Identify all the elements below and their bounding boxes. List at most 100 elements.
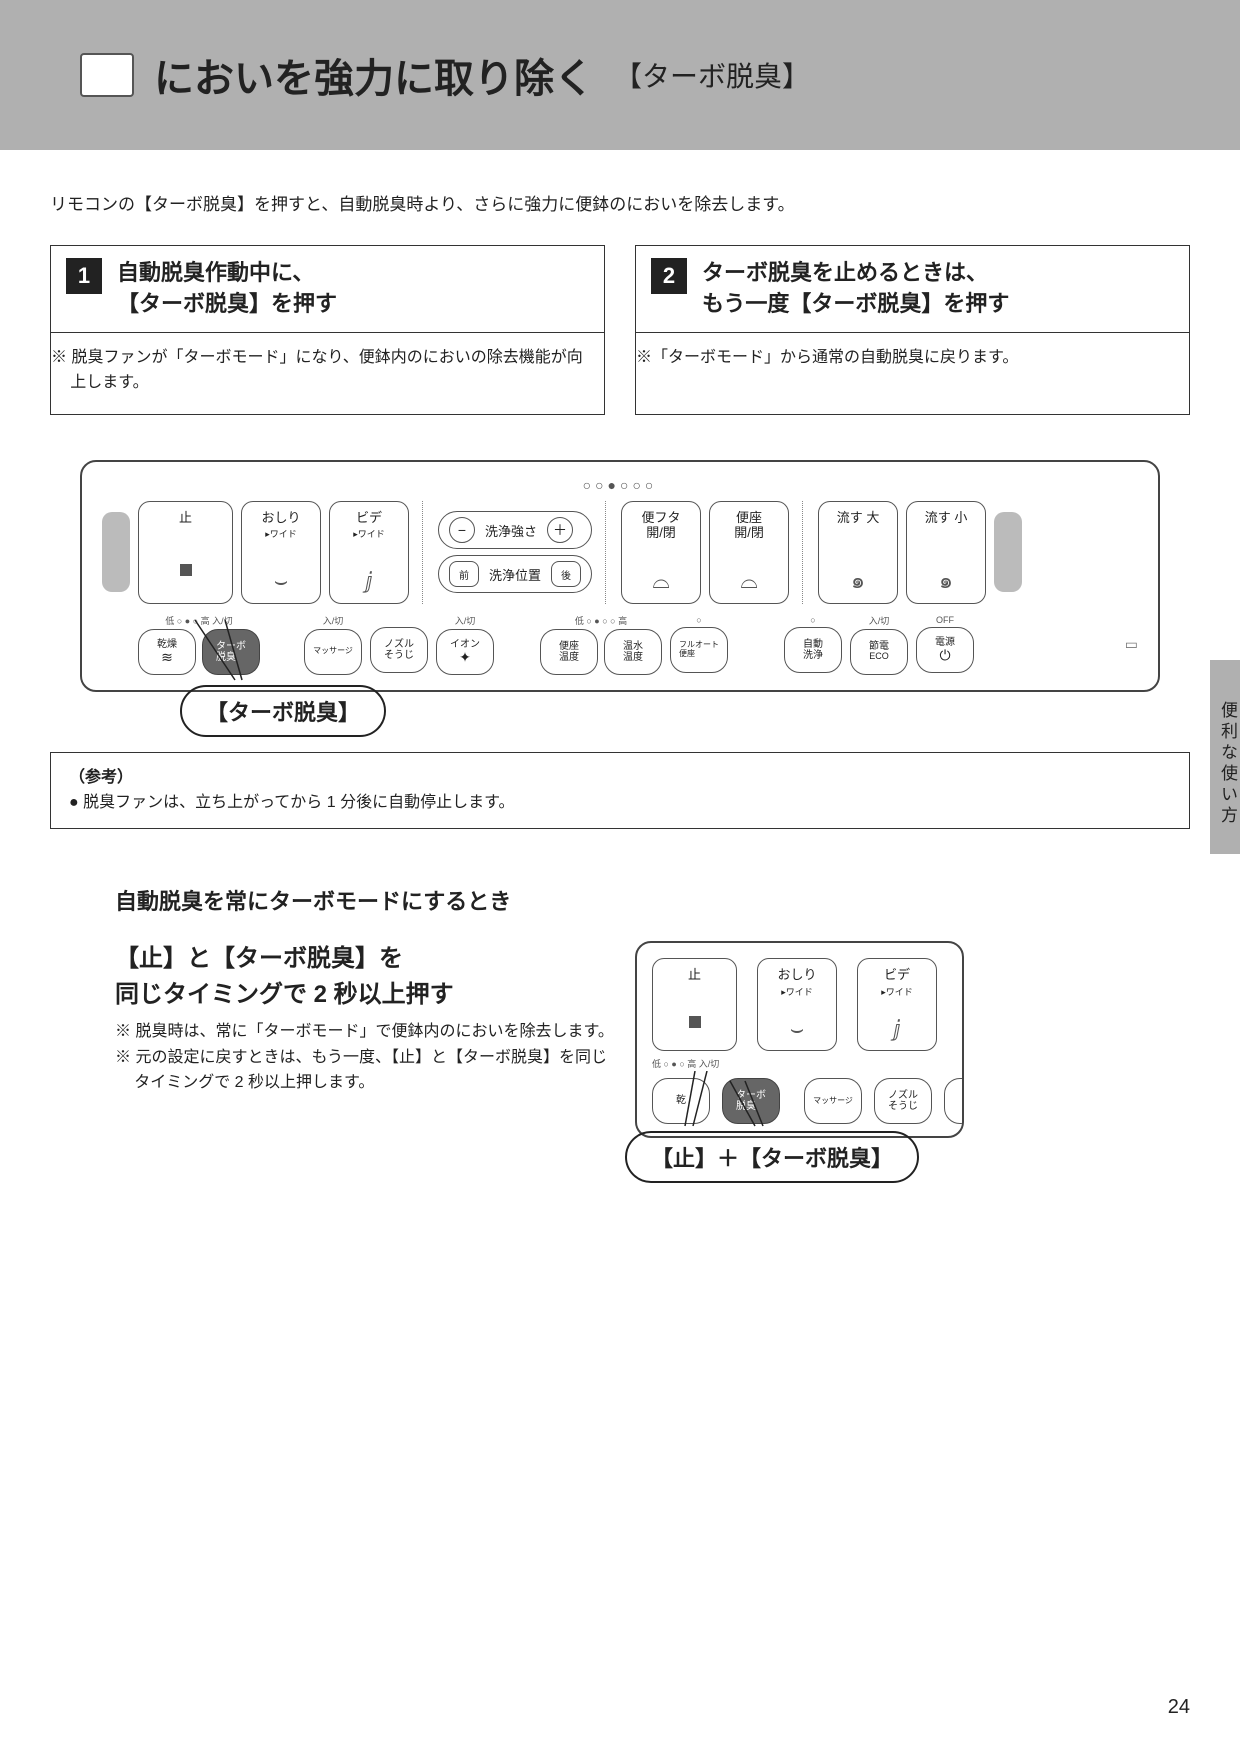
sub-label-circle: ○: [696, 615, 701, 625]
small-bidet-button[interactable]: ビデ ▸ワイド ⅉ: [857, 958, 937, 1051]
sub-section-heading: 自動脱臭を常にターボモードにするとき: [115, 884, 1190, 916]
oshiri-button[interactable]: おしり ▸ワイド ⌣: [241, 501, 321, 604]
flush-small-label: 流す 小: [925, 510, 968, 526]
ion-label: イオン: [450, 639, 480, 650]
ion-button[interactable]: イオン ✦: [436, 629, 494, 675]
eco-button[interactable]: 節電 ECO: [850, 629, 908, 675]
remote-wrapper: ○○●○○○ 止 おしり ▸ワイド ⌣ ビデ: [50, 460, 1190, 692]
remote-side-right[interactable]: [994, 512, 1022, 592]
turbo-label: ターボ 脱臭: [216, 641, 246, 663]
small-stop-button[interactable]: 止: [652, 958, 737, 1051]
step-header: 1 自動脱臭作動中に、 【ターボ脱臭】を押す: [51, 246, 604, 333]
small-ion-button[interactable]: イ: [944, 1078, 964, 1124]
seat-temp-button[interactable]: 便座 温度: [540, 629, 598, 675]
seat-button[interactable]: 便座 開/閉 ⌓: [709, 501, 789, 604]
sub-label-onoff2: 入/切: [455, 614, 476, 627]
divider: [422, 501, 425, 604]
remote-control: ○○●○○○ 止 おしり ▸ワイド ⌣ ビデ: [80, 460, 1160, 692]
step-title-1: 自動脱臭作動中に、 【ターボ脱臭】を押す: [117, 258, 337, 320]
step-header: 2 ターボ脱臭を止めるときは、 もう一度【ターボ脱臭】を押す: [636, 246, 1189, 333]
massage-button[interactable]: マッサージ: [304, 629, 362, 675]
swirl-small-icon: ๑: [939, 568, 953, 594]
small-turbo-button[interactable]: ターボ 脱臭: [722, 1078, 780, 1124]
nozzle-label: ノズル そうじ: [384, 639, 414, 661]
step-title-2: ターボ脱臭を止めるときは、 もう一度【ターボ脱臭】を押す: [702, 258, 1009, 320]
sub-instruction-title: 【止】と【ターボ脱臭】を 同じタイミングで 2 秒以上押す: [115, 941, 615, 1013]
intro-text: リモコンの【ターボ脱臭】を押すと、自動脱臭時より、さらに強力に便鉢のにおいを除去…: [50, 190, 1190, 215]
sub-label-circle2: ○: [810, 615, 815, 625]
wash-icon: ⌣: [790, 1016, 804, 1042]
water-temp-label: 温水 温度: [623, 641, 643, 663]
callout-stop-turbo: 【止】＋【ターボ脱臭】: [625, 1131, 919, 1183]
small-remote-row2: 乾 ターボ 脱臭 マッサージ ノズル そうじ イ: [652, 1078, 952, 1124]
strength-plus[interactable]: ＋: [547, 517, 573, 543]
divider: [605, 501, 608, 604]
nozzle-clean-button[interactable]: ノズル そうじ: [370, 627, 428, 673]
page-content: リモコンの【ターボ脱臭】を押すと、自動脱臭時より、さらに強力に便鉢のにおいを除去…: [0, 150, 1240, 1138]
ion-icon: ✦: [459, 650, 471, 665]
sub-label-lowhigh: 低 ○ ● ○ 高 入/切: [165, 614, 232, 627]
position-back[interactable]: 後: [551, 561, 581, 587]
small-bidet-sub: ▸ワイド: [881, 987, 913, 997]
divider: [802, 501, 805, 604]
water-temp-button[interactable]: 温水 温度: [604, 629, 662, 675]
lid-button[interactable]: 便フタ 開/閉 ⌓: [621, 501, 701, 604]
small-oshiri-button[interactable]: おしり ▸ワイド ⌣: [757, 958, 837, 1051]
bidet-label: ビデ: [356, 510, 382, 525]
dry-label: 乾燥: [157, 639, 177, 650]
sub-label-lowhigh2: 低 ○ ● ○ ○ 高: [575, 614, 627, 627]
strength-minus[interactable]: −: [449, 517, 475, 543]
full-auto-label: フルオート 便座: [679, 641, 719, 659]
full-auto-button[interactable]: フルオート 便座: [670, 627, 728, 673]
swirl-icon: ๑: [851, 568, 865, 594]
bidet-button[interactable]: ビデ ▸ワイド ⅉ: [329, 501, 409, 604]
lid-label: 便フタ 開/閉: [642, 510, 681, 541]
power-button[interactable]: 電源 ⏻: [916, 627, 974, 673]
bottom-layout: 【止】と【ターボ脱臭】を 同じタイミングで 2 秒以上押す ※ 脱臭時は、常に「…: [50, 941, 1190, 1138]
position-pill: 前 洗浄位置 後: [438, 555, 592, 593]
small-remote-wrapper: 止 おしり ▸ワイド ⌣ ビデ ▸ワイド: [635, 941, 964, 1138]
strength-label: 洗浄強さ: [485, 521, 537, 540]
page-title: においを強力に取り除く: [154, 46, 594, 104]
small-nozzle-label: ノズル そうじ: [888, 1090, 918, 1112]
dry-button[interactable]: 乾燥 ≋: [138, 629, 196, 675]
instruction-column: 【止】と【ターボ脱臭】を 同じタイミングで 2 秒以上押す ※ 脱臭時は、常に「…: [50, 941, 615, 1096]
stop-icon: [180, 564, 192, 576]
auto-wash-button[interactable]: 自動 洗浄: [784, 627, 842, 673]
small-sub-label: 低 ○ ● ○ 高 入/切: [652, 1057, 952, 1070]
small-massage-button[interactable]: マッサージ: [804, 1078, 862, 1124]
dry-icon: ≋: [161, 650, 173, 665]
page-subtitle: 【ターボ脱臭】: [614, 55, 810, 95]
sub-note-1: ※ 脱臭時は、常に「ターボモード」で便鉢内のにおいを除去します。: [115, 1019, 615, 1045]
small-dry-label: 乾: [676, 1095, 686, 1106]
battery-icon: ▭: [1125, 636, 1138, 653]
seat-icon: ⌓: [740, 568, 757, 594]
small-dry-button[interactable]: 乾: [652, 1078, 710, 1124]
reference-body: ● 脱臭ファンは、立ち上がってから 1 分後に自動停止します。: [69, 790, 1171, 816]
step-number-2: 2: [651, 258, 687, 294]
small-massage-label: マッサージ: [813, 1097, 853, 1106]
turbo-deodorize-button[interactable]: ターボ 脱臭: [202, 629, 260, 675]
step-2: 2 ターボ脱臭を止めるときは、 もう一度【ターボ脱臭】を押す ※「ターボモード」…: [635, 245, 1190, 415]
stop-icon: [689, 1016, 701, 1028]
remote-side-left[interactable]: [102, 512, 130, 592]
oshiri-sub: ▸ワイド: [265, 529, 297, 539]
massage-label: マッサージ: [313, 647, 353, 656]
small-oshiri-label: おしり: [777, 967, 816, 982]
small-remote: 止 おしり ▸ワイド ⌣ ビデ ▸ワイド: [635, 941, 964, 1138]
small-nozzle-button[interactable]: ノズル そうじ: [874, 1078, 932, 1124]
power-icon: ⏻: [939, 648, 950, 663]
small-turbo-label: ターボ 脱臭: [736, 1090, 766, 1112]
flush-big-button[interactable]: 流す 大 ๑: [818, 501, 898, 604]
callout-turbo: 【ターボ脱臭】: [180, 685, 386, 737]
flush-small-button[interactable]: 流す 小 ๑: [906, 501, 986, 604]
small-oshiri-sub: ▸ワイド: [781, 987, 813, 997]
flush-big-label: 流す 大: [837, 510, 880, 526]
bidet-sub: ▸ワイド: [353, 529, 385, 539]
oshiri-label: おしり: [261, 510, 300, 525]
position-front[interactable]: 前: [449, 561, 479, 587]
sub-label-onoff3: 入/切: [869, 614, 890, 627]
reference-box: （参考） ● 脱臭ファンは、立ち上がってから 1 分後に自動停止します。: [50, 752, 1190, 829]
stop-button[interactable]: 止: [138, 501, 233, 604]
sub-label-off: OFF: [936, 615, 954, 625]
